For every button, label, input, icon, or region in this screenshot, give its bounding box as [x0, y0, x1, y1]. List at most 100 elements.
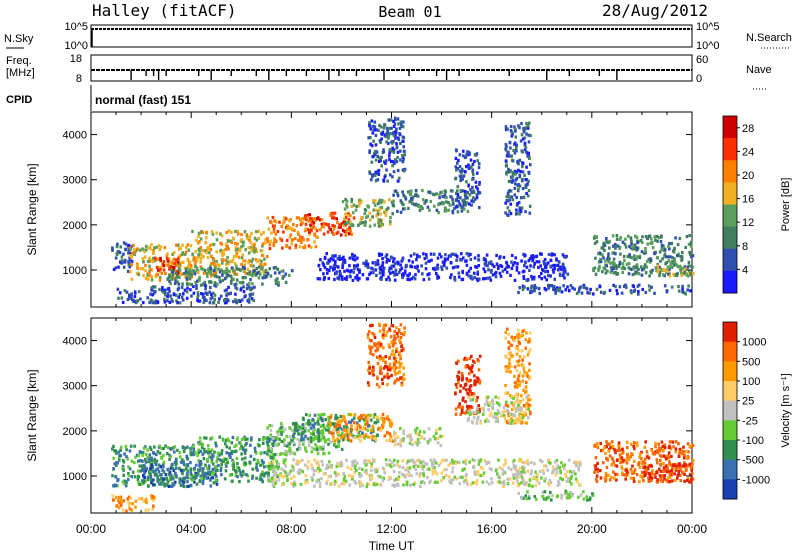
data-cell [114, 256, 118, 260]
data-cell [375, 150, 379, 154]
data-cell [174, 278, 177, 282]
data-cell [508, 370, 512, 374]
data-cell [340, 275, 344, 279]
data-cell [687, 284, 690, 288]
data-cell [432, 193, 436, 197]
data-cell [240, 256, 244, 260]
data-cell [535, 254, 539, 258]
data-cell [137, 469, 140, 473]
data-cell [483, 403, 487, 407]
data-cell [378, 266, 382, 270]
data-cell [401, 256, 405, 260]
data-cell [390, 324, 393, 328]
data-cell [155, 265, 159, 270]
data-cell [351, 252, 354, 257]
data-cell [141, 450, 145, 455]
data-cell [514, 172, 517, 176]
data-cell [475, 265, 479, 269]
data-cell [350, 474, 354, 479]
data-cell [359, 434, 362, 438]
data-cell [404, 468, 407, 472]
data-cell [331, 432, 334, 436]
data-cell [371, 173, 374, 177]
data-cell [274, 266, 277, 270]
data-cell [166, 452, 169, 456]
data-cell [343, 260, 347, 264]
data-cell [336, 420, 340, 424]
data-cell [440, 471, 444, 475]
data-cell [210, 458, 214, 462]
data-cell [546, 468, 549, 472]
data-cell [319, 416, 323, 420]
data-cell [166, 277, 170, 281]
data-cell [221, 278, 225, 282]
data-cell [554, 473, 558, 477]
data-cell [184, 270, 188, 274]
data-cell [506, 127, 509, 131]
data-cell [198, 463, 201, 468]
data-cell [530, 469, 533, 473]
data-cell [421, 479, 424, 484]
data-cell [280, 424, 284, 428]
data-cell [262, 269, 265, 274]
data-cell [172, 446, 175, 450]
data-cell [505, 400, 508, 404]
data-cell [479, 465, 483, 470]
data-cell [299, 429, 303, 433]
data-cell [554, 290, 558, 294]
data-cell [597, 260, 601, 264]
data-cell [142, 260, 145, 264]
data-cell [434, 461, 438, 465]
data-cell [595, 287, 599, 291]
data-cell [323, 266, 327, 270]
data-cell [149, 475, 153, 479]
data-cell [681, 266, 684, 270]
data-cell [241, 276, 245, 280]
data-cell [566, 285, 569, 289]
data-cell [388, 345, 391, 349]
data-cell [464, 192, 468, 196]
data-cell [309, 219, 312, 223]
data-cell [504, 147, 507, 151]
data-cell [350, 204, 353, 208]
data-cell [341, 428, 344, 432]
data-cell [170, 473, 173, 478]
data-cell [171, 462, 174, 466]
data-cell [607, 252, 610, 256]
data-cell [299, 438, 303, 442]
data-cell [142, 481, 146, 485]
data-cell [543, 257, 547, 262]
data-cell [525, 132, 528, 136]
data-cell [251, 286, 254, 290]
data-cell [518, 158, 522, 162]
data-cell [247, 261, 250, 265]
data-cell [475, 399, 478, 403]
data-cell [514, 473, 517, 477]
data-cell [641, 235, 644, 239]
data-cell [637, 290, 640, 294]
data-cell [477, 368, 481, 372]
data-cell [385, 253, 389, 257]
data-cell [376, 209, 380, 213]
data-cell [593, 266, 597, 270]
data-cell [378, 156, 381, 160]
data-cell [232, 465, 236, 469]
data-cell [137, 454, 140, 458]
data-cell [468, 357, 472, 361]
data-cell [163, 293, 167, 297]
data-cell [366, 262, 370, 266]
data-cell [517, 363, 520, 367]
data-cell [218, 263, 221, 267]
data-cell [148, 273, 152, 278]
data-cell [163, 482, 166, 486]
data-cell [519, 170, 522, 174]
data-cell [588, 291, 592, 295]
data-cell [521, 170, 525, 174]
data-cell [235, 252, 238, 256]
data-cell [578, 460, 582, 464]
data-cell [250, 247, 254, 251]
data-cell [277, 442, 280, 446]
data-cell [577, 460, 580, 465]
data-cell [374, 179, 378, 183]
data-cell [498, 271, 502, 275]
